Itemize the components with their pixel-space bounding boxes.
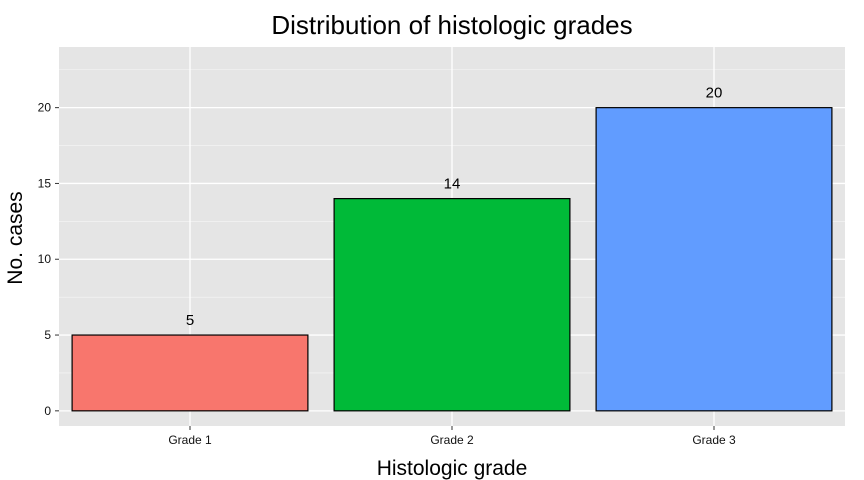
data-label: 20 xyxy=(706,85,723,102)
x-axis-title: Histologic grade xyxy=(377,457,528,480)
data-labels: 5 14 20 xyxy=(186,85,723,329)
y-tick-label: 0 xyxy=(44,404,51,418)
bar-grade-2 xyxy=(333,198,571,412)
data-label: 5 xyxy=(186,312,194,329)
bar-grade-1 xyxy=(71,334,309,412)
chart-title: Distribution of histologic grades xyxy=(271,10,632,40)
y-axis-title: No. cases xyxy=(4,191,27,284)
y-axis-ticks: 0 5 10 15 20 xyxy=(38,101,59,418)
x-tick-label: Grade 3 xyxy=(692,433,736,447)
y-tick-label: 10 xyxy=(38,252,52,266)
bars xyxy=(71,107,833,412)
data-label: 14 xyxy=(444,176,461,193)
x-tick-label: Grade 1 xyxy=(168,433,212,447)
y-tick-label: 15 xyxy=(38,176,52,190)
x-axis-ticks: Grade 1 Grade 2 Grade 3 xyxy=(168,426,736,447)
bar-grade-3 xyxy=(595,107,833,412)
x-tick-label: Grade 2 xyxy=(430,433,474,447)
y-tick-label: 20 xyxy=(38,101,52,115)
y-tick-label: 5 xyxy=(44,328,51,342)
